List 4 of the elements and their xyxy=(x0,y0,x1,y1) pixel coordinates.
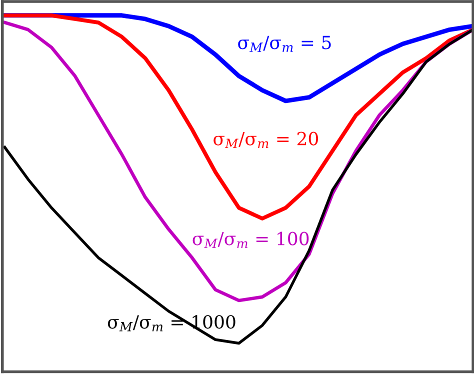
series-label: σ$_{M}$/σ$_{m}$ = 20 xyxy=(214,132,318,148)
series-label: σ$_{M}$/σ$_{m}$ = 5 xyxy=(238,36,331,52)
series-label: σ$_{M}$/σ$_{m}$ = 100 xyxy=(192,232,309,248)
series-label: σ$_{M}$/σ$_{m}$ = 1000 xyxy=(108,315,236,332)
